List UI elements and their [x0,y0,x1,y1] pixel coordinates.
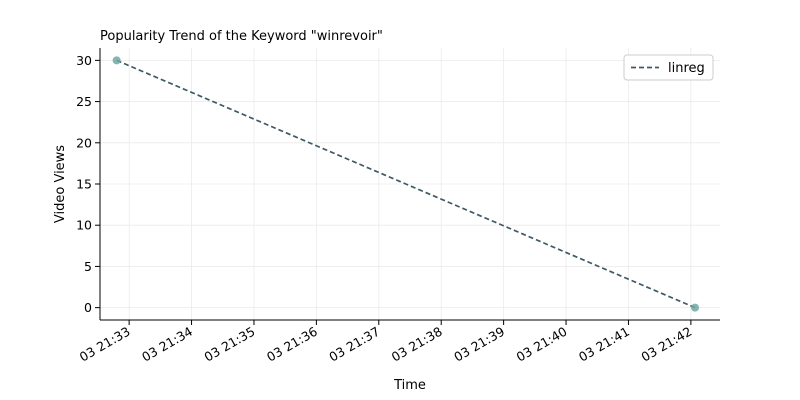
x-tick-label: 03 21:42 [638,324,694,365]
x-tick-label: 03 21:41 [576,324,632,365]
y-ticks: 0 5 10 15 20 25 30 [76,53,100,315]
x-tick-label: 03 21:39 [451,324,507,365]
data-point [691,303,700,312]
y-tick-label: 25 [76,94,92,109]
x-tick-label: 03 21:35 [202,324,258,365]
points-layer [112,56,700,312]
chart-title: Popularity Trend of the Keyword "winrevo… [100,29,383,44]
y-tick-label: 10 [76,218,92,233]
x-tick-label: 03 21:34 [139,324,195,365]
y-tick-label: 0 [84,300,92,315]
y-tick-label: 15 [76,177,92,192]
y-tick-label: 30 [76,53,92,68]
x-tick-label: 03 21:38 [389,324,445,365]
series-layer [116,59,696,309]
y-tick-label: 20 [76,135,92,150]
legend-label-linreg: linreg [668,61,705,76]
x-ticks: 03 21:33 03 21:34 03 21:35 03 21:36 03 21:37… [77,320,694,365]
grid [100,48,720,320]
legend: linreg [623,54,714,81]
legend-box [623,54,714,81]
x-tick-label: 03 21:33 [77,324,133,365]
x-axis-label: Time [393,378,426,393]
y-tick-label: 5 [84,259,92,274]
x-tick-label: 03 21:40 [514,324,570,365]
data-point [112,56,121,65]
x-tick-label: 03 21:36 [264,324,320,365]
x-tick-label: 03 21:37 [326,324,382,365]
y-axis-label: Video Views [53,145,68,223]
series-line-linreg [116,59,696,309]
